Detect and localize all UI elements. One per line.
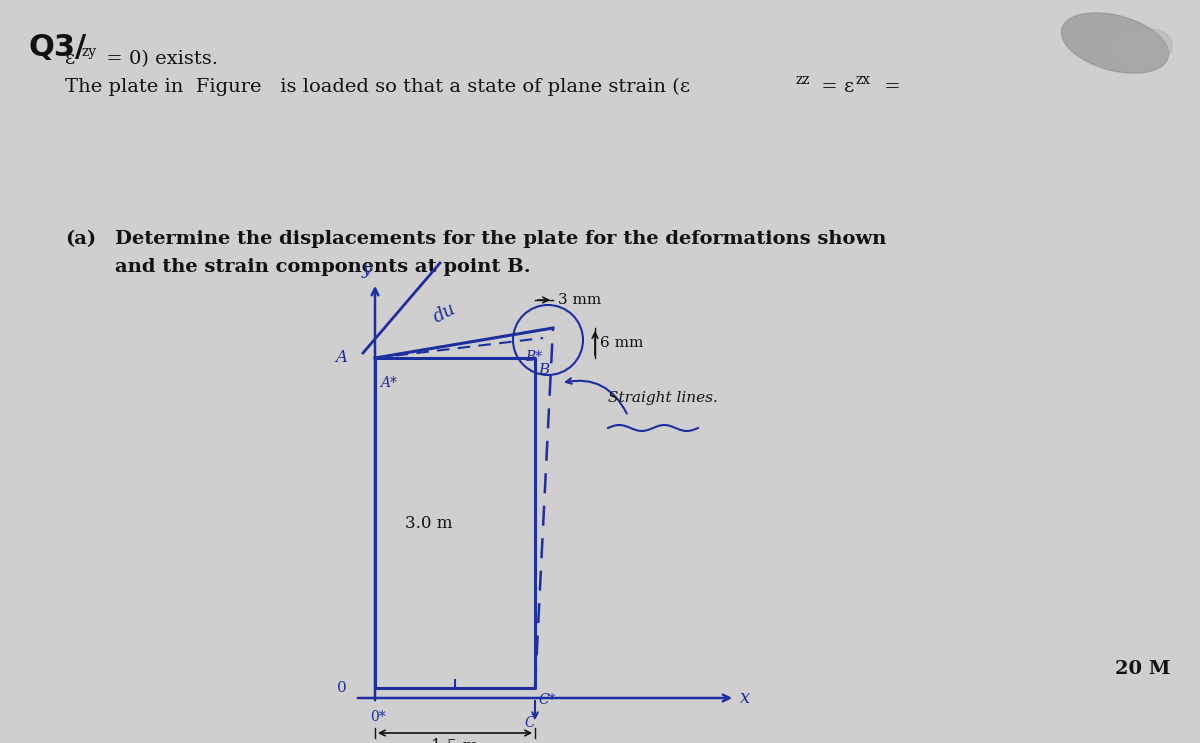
Text: Determine the displacements for the plate for the deformations shown: Determine the displacements for the plat… [115, 230, 887, 248]
Text: ε: ε [65, 50, 76, 68]
FancyArrowPatch shape [566, 378, 626, 414]
Text: 0*: 0* [370, 710, 385, 724]
Text: 20 M: 20 M [1115, 660, 1170, 678]
Text: Q3/: Q3/ [28, 33, 86, 62]
Text: = ε: = ε [815, 78, 854, 96]
Text: A*: A* [380, 376, 397, 390]
Text: B*: B* [526, 350, 542, 364]
Text: x: x [740, 689, 750, 707]
Text: C: C [524, 716, 535, 730]
Text: zz: zz [796, 73, 810, 87]
Text: zy: zy [82, 45, 96, 59]
Ellipse shape [1061, 13, 1169, 73]
Text: =: = [878, 78, 901, 96]
Text: zx: zx [854, 73, 870, 87]
Text: and the strain components at point B.: and the strain components at point B. [115, 258, 530, 276]
Text: 3 mm: 3 mm [558, 293, 601, 307]
Text: 1.5 m: 1.5 m [431, 738, 479, 743]
Text: C*: C* [538, 693, 556, 707]
Text: B: B [538, 363, 550, 377]
Text: The plate in  Figure   is loaded so that a state of plane strain (ε: The plate in Figure is loaded so that a … [65, 78, 690, 97]
Text: Straight lines.: Straight lines. [608, 391, 718, 405]
Text: 3.0 m: 3.0 m [406, 514, 452, 531]
Text: 6 mm: 6 mm [600, 336, 643, 350]
Text: 0: 0 [337, 681, 347, 695]
Ellipse shape [1117, 29, 1172, 68]
Text: y: y [362, 260, 372, 278]
Text: A: A [335, 349, 347, 366]
Text: du: du [430, 299, 458, 326]
Text: (a): (a) [65, 230, 96, 248]
Text: = 0) exists.: = 0) exists. [100, 50, 218, 68]
